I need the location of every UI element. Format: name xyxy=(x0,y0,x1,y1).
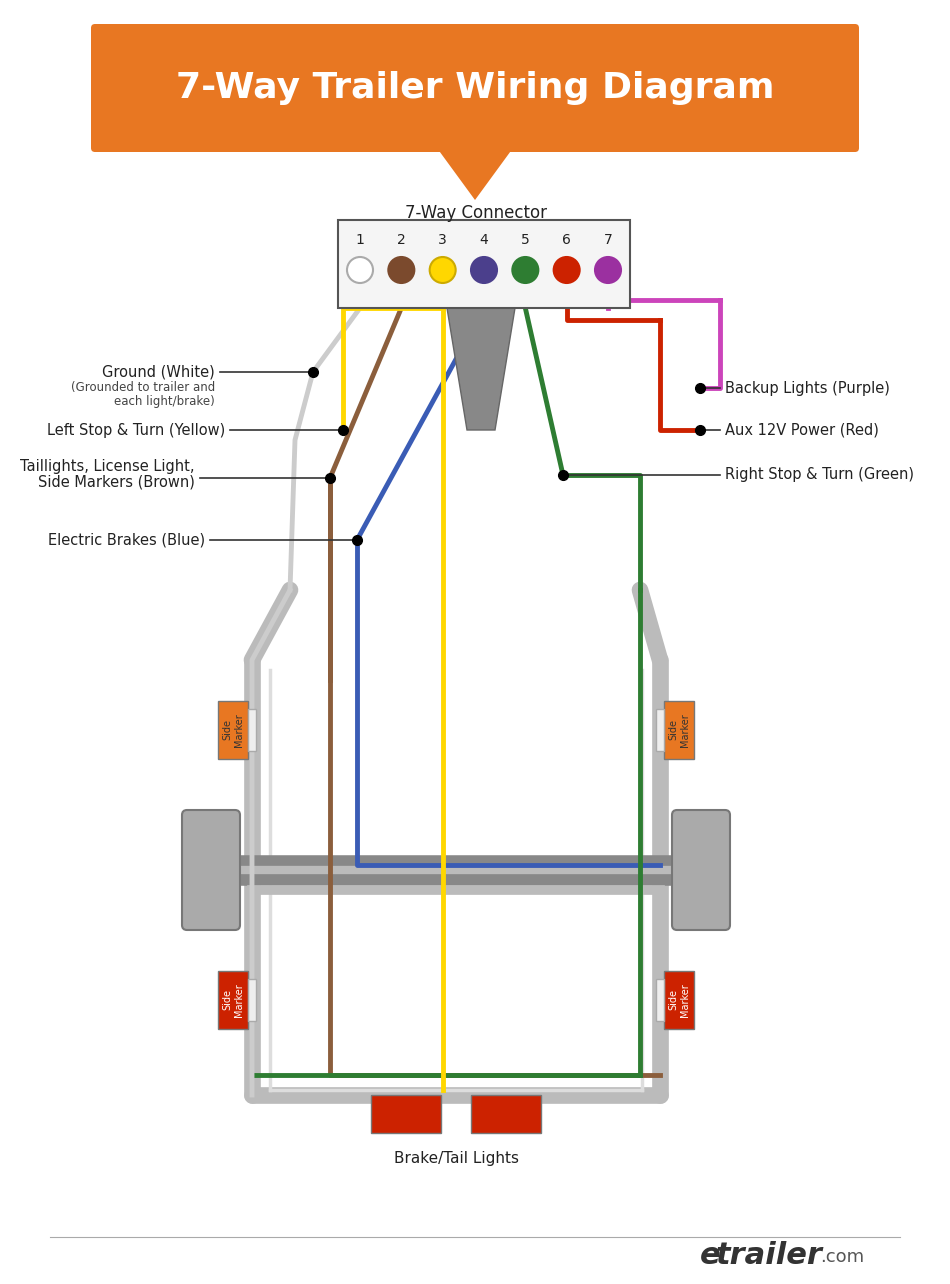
Bar xyxy=(218,971,248,1028)
Circle shape xyxy=(512,257,539,282)
Circle shape xyxy=(595,257,621,282)
Circle shape xyxy=(429,257,456,282)
Polygon shape xyxy=(447,308,515,430)
Circle shape xyxy=(347,257,373,282)
FancyBboxPatch shape xyxy=(91,24,859,152)
Bar xyxy=(656,978,664,1021)
Text: 7: 7 xyxy=(603,232,613,247)
Circle shape xyxy=(471,257,497,282)
Text: Ground (White): Ground (White) xyxy=(103,365,215,380)
FancyBboxPatch shape xyxy=(182,810,240,930)
Bar xyxy=(371,1095,441,1132)
Circle shape xyxy=(389,257,414,282)
Bar xyxy=(248,709,256,751)
Text: (Grounded to trailer and: (Grounded to trailer and xyxy=(70,381,215,394)
Text: 6: 6 xyxy=(562,232,571,247)
Text: Side
Marker: Side Marker xyxy=(668,713,690,747)
Text: each light/brake): each light/brake) xyxy=(114,395,215,408)
Text: 4: 4 xyxy=(480,232,488,247)
Circle shape xyxy=(554,257,579,282)
Text: Side Markers (Brown): Side Markers (Brown) xyxy=(38,475,195,489)
Bar xyxy=(471,1095,541,1132)
Bar xyxy=(248,978,256,1021)
Text: Right Stop & Turn (Green): Right Stop & Turn (Green) xyxy=(725,467,914,483)
Text: 2: 2 xyxy=(397,232,406,247)
Bar xyxy=(664,701,694,759)
Text: 7-Way Trailer Wiring Diagram: 7-Way Trailer Wiring Diagram xyxy=(176,71,774,105)
Text: Side
Marker: Side Marker xyxy=(222,984,244,1017)
Bar xyxy=(338,220,630,308)
Text: 1: 1 xyxy=(355,232,365,247)
Bar xyxy=(218,701,248,759)
Text: Side
Marker: Side Marker xyxy=(222,713,244,747)
Polygon shape xyxy=(437,148,513,200)
FancyBboxPatch shape xyxy=(672,810,730,930)
Text: Electric Brakes (Blue): Electric Brakes (Blue) xyxy=(48,533,205,547)
Text: 5: 5 xyxy=(521,232,530,247)
Text: .com: .com xyxy=(820,1248,865,1266)
Text: Brake/Tail Lights: Brake/Tail Lights xyxy=(393,1150,519,1166)
Text: 7-Way Connector: 7-Way Connector xyxy=(405,204,547,222)
Text: 3: 3 xyxy=(438,232,447,247)
Bar xyxy=(664,971,694,1028)
Text: Backup Lights (Purple): Backup Lights (Purple) xyxy=(725,380,890,395)
Text: trailer: trailer xyxy=(716,1240,823,1270)
Text: Aux 12V Power (Red): Aux 12V Power (Red) xyxy=(725,422,879,438)
Text: Left Stop & Turn (Yellow): Left Stop & Turn (Yellow) xyxy=(47,422,225,438)
Bar xyxy=(656,709,664,751)
Text: Taillights, License Light,: Taillights, License Light, xyxy=(21,458,195,474)
Text: Side
Marker: Side Marker xyxy=(668,984,690,1017)
Text: e: e xyxy=(700,1240,721,1270)
